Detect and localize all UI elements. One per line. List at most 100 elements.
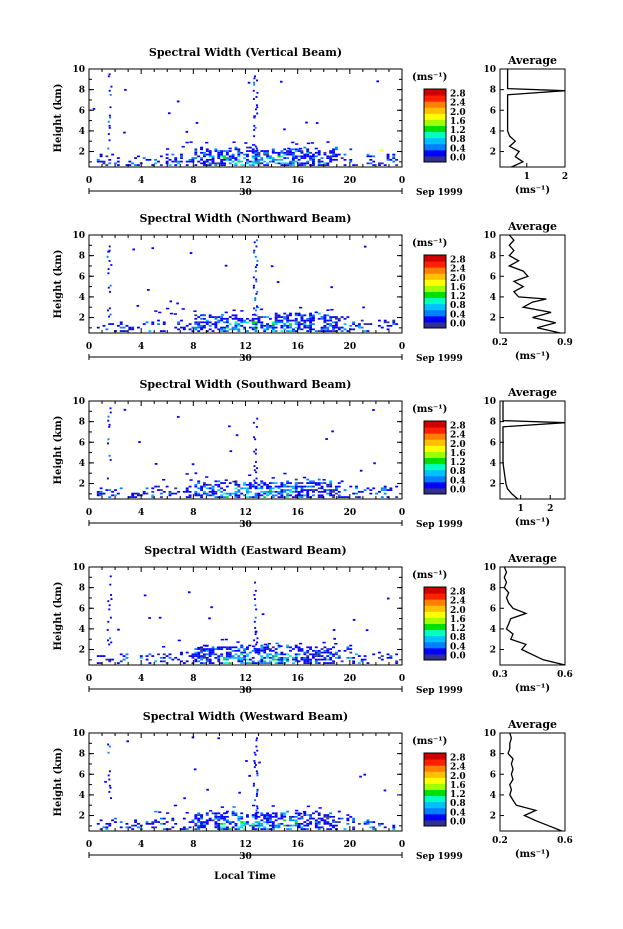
- heatmap-cell: [271, 494, 275, 497]
- y-tick-label: 10: [72, 397, 85, 407]
- colorbar-frame: [423, 88, 447, 163]
- heatmap-cell: [177, 323, 181, 325]
- heatmap-cell: [234, 828, 238, 830]
- heatmap-cell: [177, 162, 181, 165]
- heatmap-cell: [116, 324, 120, 327]
- heatmap-cell: [317, 662, 321, 664]
- heatmap-cell: [119, 821, 123, 823]
- heatmap-cell: [314, 151, 318, 154]
- heatmap-cell: [246, 814, 249, 816]
- heatmap-cell: [329, 658, 333, 661]
- colorbar-tick-label: 1.6: [450, 449, 466, 459]
- heatmap-cell: [268, 814, 272, 816]
- heatmap-cell: [256, 807, 259, 810]
- heatmap-cell: [363, 822, 367, 825]
- heatmap-cell: [363, 489, 367, 491]
- x-tick-label: 20: [344, 176, 357, 186]
- heatmap-cell: [248, 150, 252, 152]
- heatmap-cell: [171, 658, 175, 661]
- heatmap-cell: [188, 485, 192, 488]
- heatmap-cell: [225, 319, 229, 322]
- heatmap-cell: [309, 155, 313, 158]
- heatmap-cell: [231, 649, 235, 652]
- heatmap-cell: [217, 150, 221, 152]
- heatmap-cell: [277, 490, 281, 493]
- heatmap-cell: [168, 653, 172, 656]
- heatmap-cell: [132, 248, 135, 251]
- heatmap-cell: [237, 155, 241, 158]
- heatmap-cell: [395, 323, 399, 325]
- heatmap-cell: [392, 157, 396, 159]
- heatmap-cell: [96, 490, 100, 493]
- heatmap-cell: [286, 316, 290, 318]
- heatmap-cell: [303, 658, 307, 661]
- colorbar-swatch: [424, 439, 446, 446]
- heatmap-cell: [266, 494, 269, 497]
- heatmap-cell: [266, 817, 269, 820]
- heatmap-cell: [151, 164, 155, 166]
- heatmap-cell: [254, 627, 257, 629]
- heatmap-cell: [254, 598, 256, 601]
- heatmap-cell: [329, 828, 333, 830]
- heatmap-cell: [366, 662, 370, 664]
- heatmap-cell: [380, 496, 384, 498]
- heatmap-cell: [297, 646, 301, 649]
- heatmap-cell: [337, 326, 341, 329]
- heatmap-cell: [174, 160, 178, 163]
- heatmap-cell: [205, 319, 209, 322]
- heatmap-cell: [289, 319, 292, 322]
- heatmap-cell: [177, 160, 181, 163]
- heatmap-cell: [223, 492, 226, 495]
- heatmap-cell: [234, 158, 238, 161]
- heatmap-cell: [326, 323, 330, 325]
- heatmap-cell: [309, 317, 313, 320]
- heatmap-cell: [300, 316, 304, 318]
- avg-x-tick-label: 2: [562, 172, 568, 182]
- heatmap-cell: [255, 608, 258, 611]
- heatmap-cell: [205, 483, 209, 486]
- heatmap-cell: [294, 656, 298, 659]
- heatmap-cell: [271, 826, 275, 829]
- heatmap-cell: [334, 824, 338, 827]
- heatmap-cell: [312, 317, 315, 320]
- heatmap-cell: [255, 147, 258, 150]
- colorbar-swatch: [424, 297, 446, 305]
- heatmap-cell: [357, 324, 361, 327]
- heatmap-cell: [237, 317, 241, 320]
- heatmap-cell: [217, 822, 221, 825]
- x-tick-label: 4: [138, 342, 144, 352]
- heatmap-cell: [114, 489, 117, 491]
- heatmap-cell: [205, 822, 209, 825]
- heatmap-cell: [268, 662, 272, 664]
- heatmap-cell: [302, 810, 307, 813]
- colorbar-swatch: [424, 291, 446, 299]
- heatmap-cell: [191, 326, 195, 329]
- heatmap-cell: [300, 490, 304, 493]
- heatmap-cell: [109, 407, 112, 410]
- heatmap-cell: [389, 655, 393, 657]
- heatmap-cell: [303, 155, 307, 158]
- heatmap-cell: [395, 662, 399, 664]
- heatmap-cell: [277, 487, 281, 490]
- heatmap-cell: [254, 662, 258, 664]
- heatmap-cell: [306, 656, 310, 659]
- heatmap-cell: [197, 826, 201, 829]
- heatmap-cell: [254, 496, 258, 498]
- heatmap-cell: [366, 162, 370, 165]
- heatmap-cell: [220, 314, 224, 316]
- heatmap-cell: [246, 658, 249, 661]
- heatmap-cell: [303, 314, 307, 317]
- heatmap-cell: [260, 323, 264, 325]
- heatmap-cell: [329, 648, 333, 650]
- heatmap-cell: [96, 492, 100, 495]
- heatmap-cell: [300, 658, 304, 661]
- y-tick-label: 6: [79, 272, 85, 282]
- heatmap-cell: [283, 812, 287, 815]
- avg-title: Average: [507, 386, 557, 399]
- heatmap-cell: [220, 155, 224, 158]
- heatmap-cell: [208, 648, 212, 650]
- colorbar-swatch: [424, 303, 446, 311]
- heatmap-cell: [225, 151, 229, 154]
- heatmap-cell: [234, 492, 238, 495]
- colorbar-swatch: [424, 635, 446, 643]
